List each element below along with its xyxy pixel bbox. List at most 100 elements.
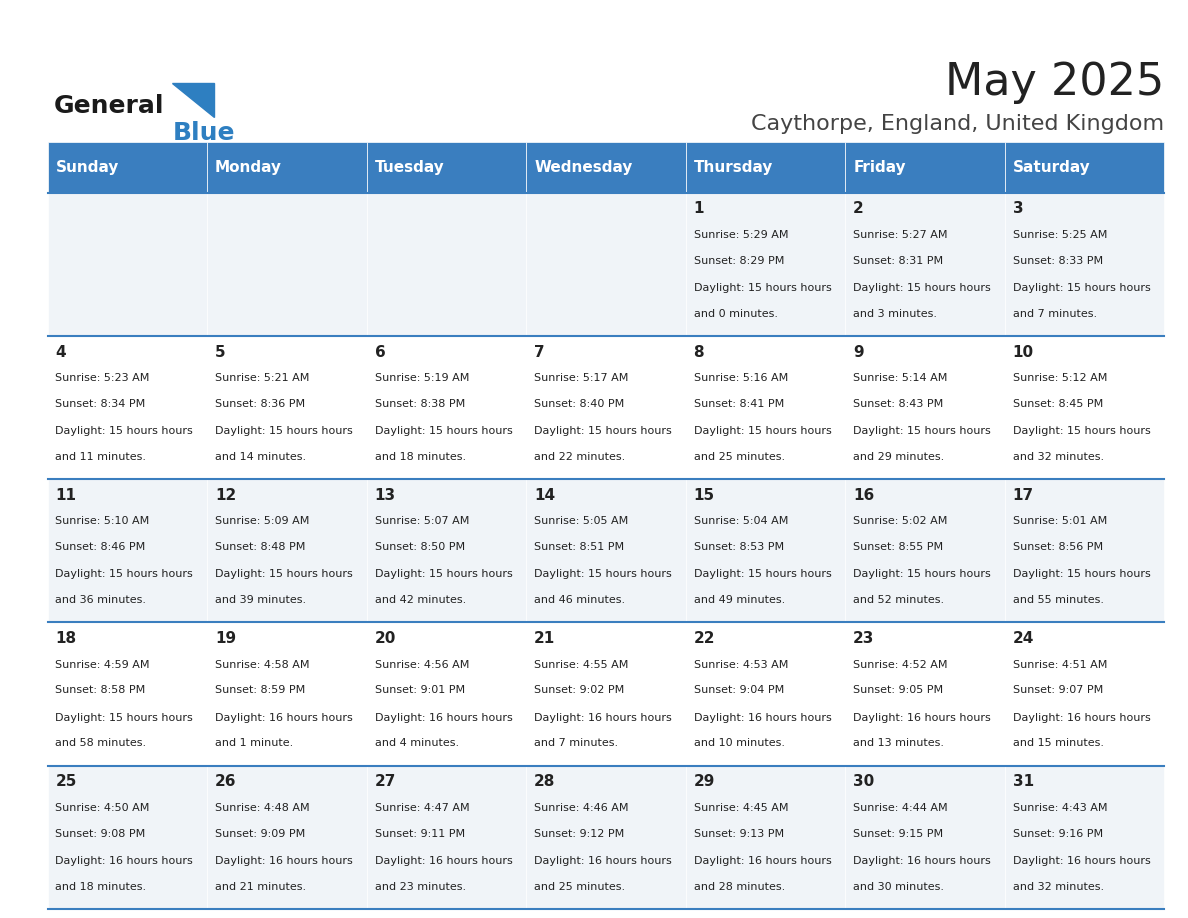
Text: Daylight: 15 hours hours: Daylight: 15 hours hours bbox=[215, 569, 353, 579]
Text: and 30 minutes.: and 30 minutes. bbox=[853, 881, 944, 891]
Text: Sunset: 8:43 PM: Sunset: 8:43 PM bbox=[853, 399, 943, 409]
Text: 20: 20 bbox=[374, 631, 396, 646]
Text: Daylight: 15 hours hours: Daylight: 15 hours hours bbox=[56, 712, 194, 722]
Bar bbox=[1005, 142, 1164, 193]
Bar bbox=[367, 336, 526, 479]
Text: Daylight: 16 hours hours: Daylight: 16 hours hours bbox=[535, 856, 672, 866]
Text: Sunrise: 5:21 AM: Sunrise: 5:21 AM bbox=[215, 374, 309, 383]
Text: Daylight: 15 hours hours: Daylight: 15 hours hours bbox=[853, 426, 991, 436]
Text: and 25 minutes.: and 25 minutes. bbox=[694, 452, 785, 462]
Text: 4: 4 bbox=[56, 344, 67, 360]
Text: and 25 minutes.: and 25 minutes. bbox=[535, 881, 625, 891]
Bar bbox=[845, 766, 1005, 909]
Text: Sunset: 9:09 PM: Sunset: 9:09 PM bbox=[215, 829, 305, 839]
Text: Sunset: 9:08 PM: Sunset: 9:08 PM bbox=[56, 829, 146, 839]
Text: Daylight: 16 hours hours: Daylight: 16 hours hours bbox=[56, 856, 194, 866]
Text: and 22 minutes.: and 22 minutes. bbox=[535, 452, 625, 462]
Text: Wednesday: Wednesday bbox=[535, 160, 632, 175]
Text: Sunrise: 4:44 AM: Sunrise: 4:44 AM bbox=[853, 803, 948, 812]
Text: 19: 19 bbox=[215, 631, 236, 646]
Text: Daylight: 16 hours hours: Daylight: 16 hours hours bbox=[694, 712, 832, 722]
Text: Sunset: 9:04 PM: Sunset: 9:04 PM bbox=[694, 686, 784, 696]
Text: Sunrise: 5:23 AM: Sunrise: 5:23 AM bbox=[56, 374, 150, 383]
Text: and 49 minutes.: and 49 minutes. bbox=[694, 595, 785, 605]
Text: 6: 6 bbox=[374, 344, 385, 360]
Text: Sunrise: 4:47 AM: Sunrise: 4:47 AM bbox=[374, 803, 469, 812]
Text: and 28 minutes.: and 28 minutes. bbox=[694, 881, 785, 891]
Text: Daylight: 15 hours hours: Daylight: 15 hours hours bbox=[56, 569, 194, 579]
Text: Sunset: 8:50 PM: Sunset: 8:50 PM bbox=[374, 543, 465, 553]
Text: 11: 11 bbox=[56, 487, 76, 503]
Text: 10: 10 bbox=[1012, 344, 1034, 360]
Text: Sunset: 8:56 PM: Sunset: 8:56 PM bbox=[1012, 543, 1102, 553]
Text: Sunset: 9:11 PM: Sunset: 9:11 PM bbox=[374, 829, 465, 839]
Text: Sunrise: 5:17 AM: Sunrise: 5:17 AM bbox=[535, 374, 628, 383]
Text: and 29 minutes.: and 29 minutes. bbox=[853, 452, 944, 462]
Text: Sunset: 8:40 PM: Sunset: 8:40 PM bbox=[535, 399, 625, 409]
Text: 16: 16 bbox=[853, 487, 874, 503]
Bar bbox=[1005, 766, 1164, 909]
Text: 25: 25 bbox=[56, 774, 77, 789]
Text: Sunrise: 4:50 AM: Sunrise: 4:50 AM bbox=[56, 803, 150, 812]
Text: Sunrise: 5:14 AM: Sunrise: 5:14 AM bbox=[853, 374, 948, 383]
Text: and 7 minutes.: and 7 minutes. bbox=[1012, 308, 1097, 319]
Text: Daylight: 16 hours hours: Daylight: 16 hours hours bbox=[694, 856, 832, 866]
Text: Daylight: 15 hours hours: Daylight: 15 hours hours bbox=[374, 569, 512, 579]
Text: and 46 minutes.: and 46 minutes. bbox=[535, 595, 625, 605]
Text: and 55 minutes.: and 55 minutes. bbox=[1012, 595, 1104, 605]
Text: Sunset: 9:05 PM: Sunset: 9:05 PM bbox=[853, 686, 943, 696]
Text: and 32 minutes.: and 32 minutes. bbox=[1012, 452, 1104, 462]
Text: Sunrise: 5:01 AM: Sunrise: 5:01 AM bbox=[1012, 517, 1107, 526]
Text: and 39 minutes.: and 39 minutes. bbox=[215, 595, 307, 605]
Bar bbox=[1005, 193, 1164, 336]
Bar bbox=[367, 766, 526, 909]
Text: 22: 22 bbox=[694, 631, 715, 646]
Text: Daylight: 15 hours hours: Daylight: 15 hours hours bbox=[535, 569, 672, 579]
Text: Sunrise: 4:53 AM: Sunrise: 4:53 AM bbox=[694, 660, 788, 669]
Text: May 2025: May 2025 bbox=[944, 62, 1164, 104]
Text: Sunrise: 5:27 AM: Sunrise: 5:27 AM bbox=[853, 230, 948, 240]
Text: Sunset: 8:46 PM: Sunset: 8:46 PM bbox=[56, 543, 146, 553]
Text: Sunset: 8:31 PM: Sunset: 8:31 PM bbox=[853, 256, 943, 266]
Text: and 7 minutes.: and 7 minutes. bbox=[535, 738, 618, 748]
Text: Sunset: 8:55 PM: Sunset: 8:55 PM bbox=[853, 543, 943, 553]
Text: Daylight: 15 hours hours: Daylight: 15 hours hours bbox=[535, 426, 672, 436]
Bar bbox=[845, 142, 1005, 193]
Bar bbox=[48, 622, 207, 766]
Text: 1: 1 bbox=[694, 201, 704, 217]
Bar bbox=[845, 622, 1005, 766]
Polygon shape bbox=[172, 83, 214, 117]
Text: and 10 minutes.: and 10 minutes. bbox=[694, 738, 784, 748]
Text: Sunset: 8:59 PM: Sunset: 8:59 PM bbox=[215, 686, 305, 696]
Text: Daylight: 16 hours hours: Daylight: 16 hours hours bbox=[374, 712, 512, 722]
Text: Tuesday: Tuesday bbox=[374, 160, 444, 175]
Text: 21: 21 bbox=[535, 631, 555, 646]
Text: Sunrise: 4:46 AM: Sunrise: 4:46 AM bbox=[535, 803, 628, 812]
Text: 2: 2 bbox=[853, 201, 864, 217]
Bar bbox=[526, 193, 685, 336]
Bar bbox=[48, 766, 207, 909]
Text: and 21 minutes.: and 21 minutes. bbox=[215, 881, 307, 891]
Text: and 42 minutes.: and 42 minutes. bbox=[374, 595, 466, 605]
Text: Sunset: 8:34 PM: Sunset: 8:34 PM bbox=[56, 399, 146, 409]
Text: Sunrise: 4:43 AM: Sunrise: 4:43 AM bbox=[1012, 803, 1107, 812]
Text: 17: 17 bbox=[1012, 487, 1034, 503]
Text: Daylight: 16 hours hours: Daylight: 16 hours hours bbox=[1012, 856, 1150, 866]
Text: 18: 18 bbox=[56, 631, 76, 646]
Text: Sunrise: 5:07 AM: Sunrise: 5:07 AM bbox=[374, 517, 469, 526]
Text: 3: 3 bbox=[1012, 201, 1023, 217]
Text: Daylight: 16 hours hours: Daylight: 16 hours hours bbox=[215, 712, 353, 722]
Text: Daylight: 15 hours hours: Daylight: 15 hours hours bbox=[694, 426, 832, 436]
Text: 30: 30 bbox=[853, 774, 874, 789]
Text: and 23 minutes.: and 23 minutes. bbox=[374, 881, 466, 891]
Text: and 58 minutes.: and 58 minutes. bbox=[56, 738, 146, 748]
Text: and 15 minutes.: and 15 minutes. bbox=[1012, 738, 1104, 748]
Text: Daylight: 16 hours hours: Daylight: 16 hours hours bbox=[1012, 712, 1150, 722]
Bar bbox=[207, 336, 367, 479]
Bar bbox=[207, 193, 367, 336]
Bar bbox=[1005, 479, 1164, 622]
Bar bbox=[685, 766, 845, 909]
Text: Sunset: 8:48 PM: Sunset: 8:48 PM bbox=[215, 543, 305, 553]
Bar bbox=[1005, 336, 1164, 479]
Text: Sunrise: 5:16 AM: Sunrise: 5:16 AM bbox=[694, 374, 788, 383]
